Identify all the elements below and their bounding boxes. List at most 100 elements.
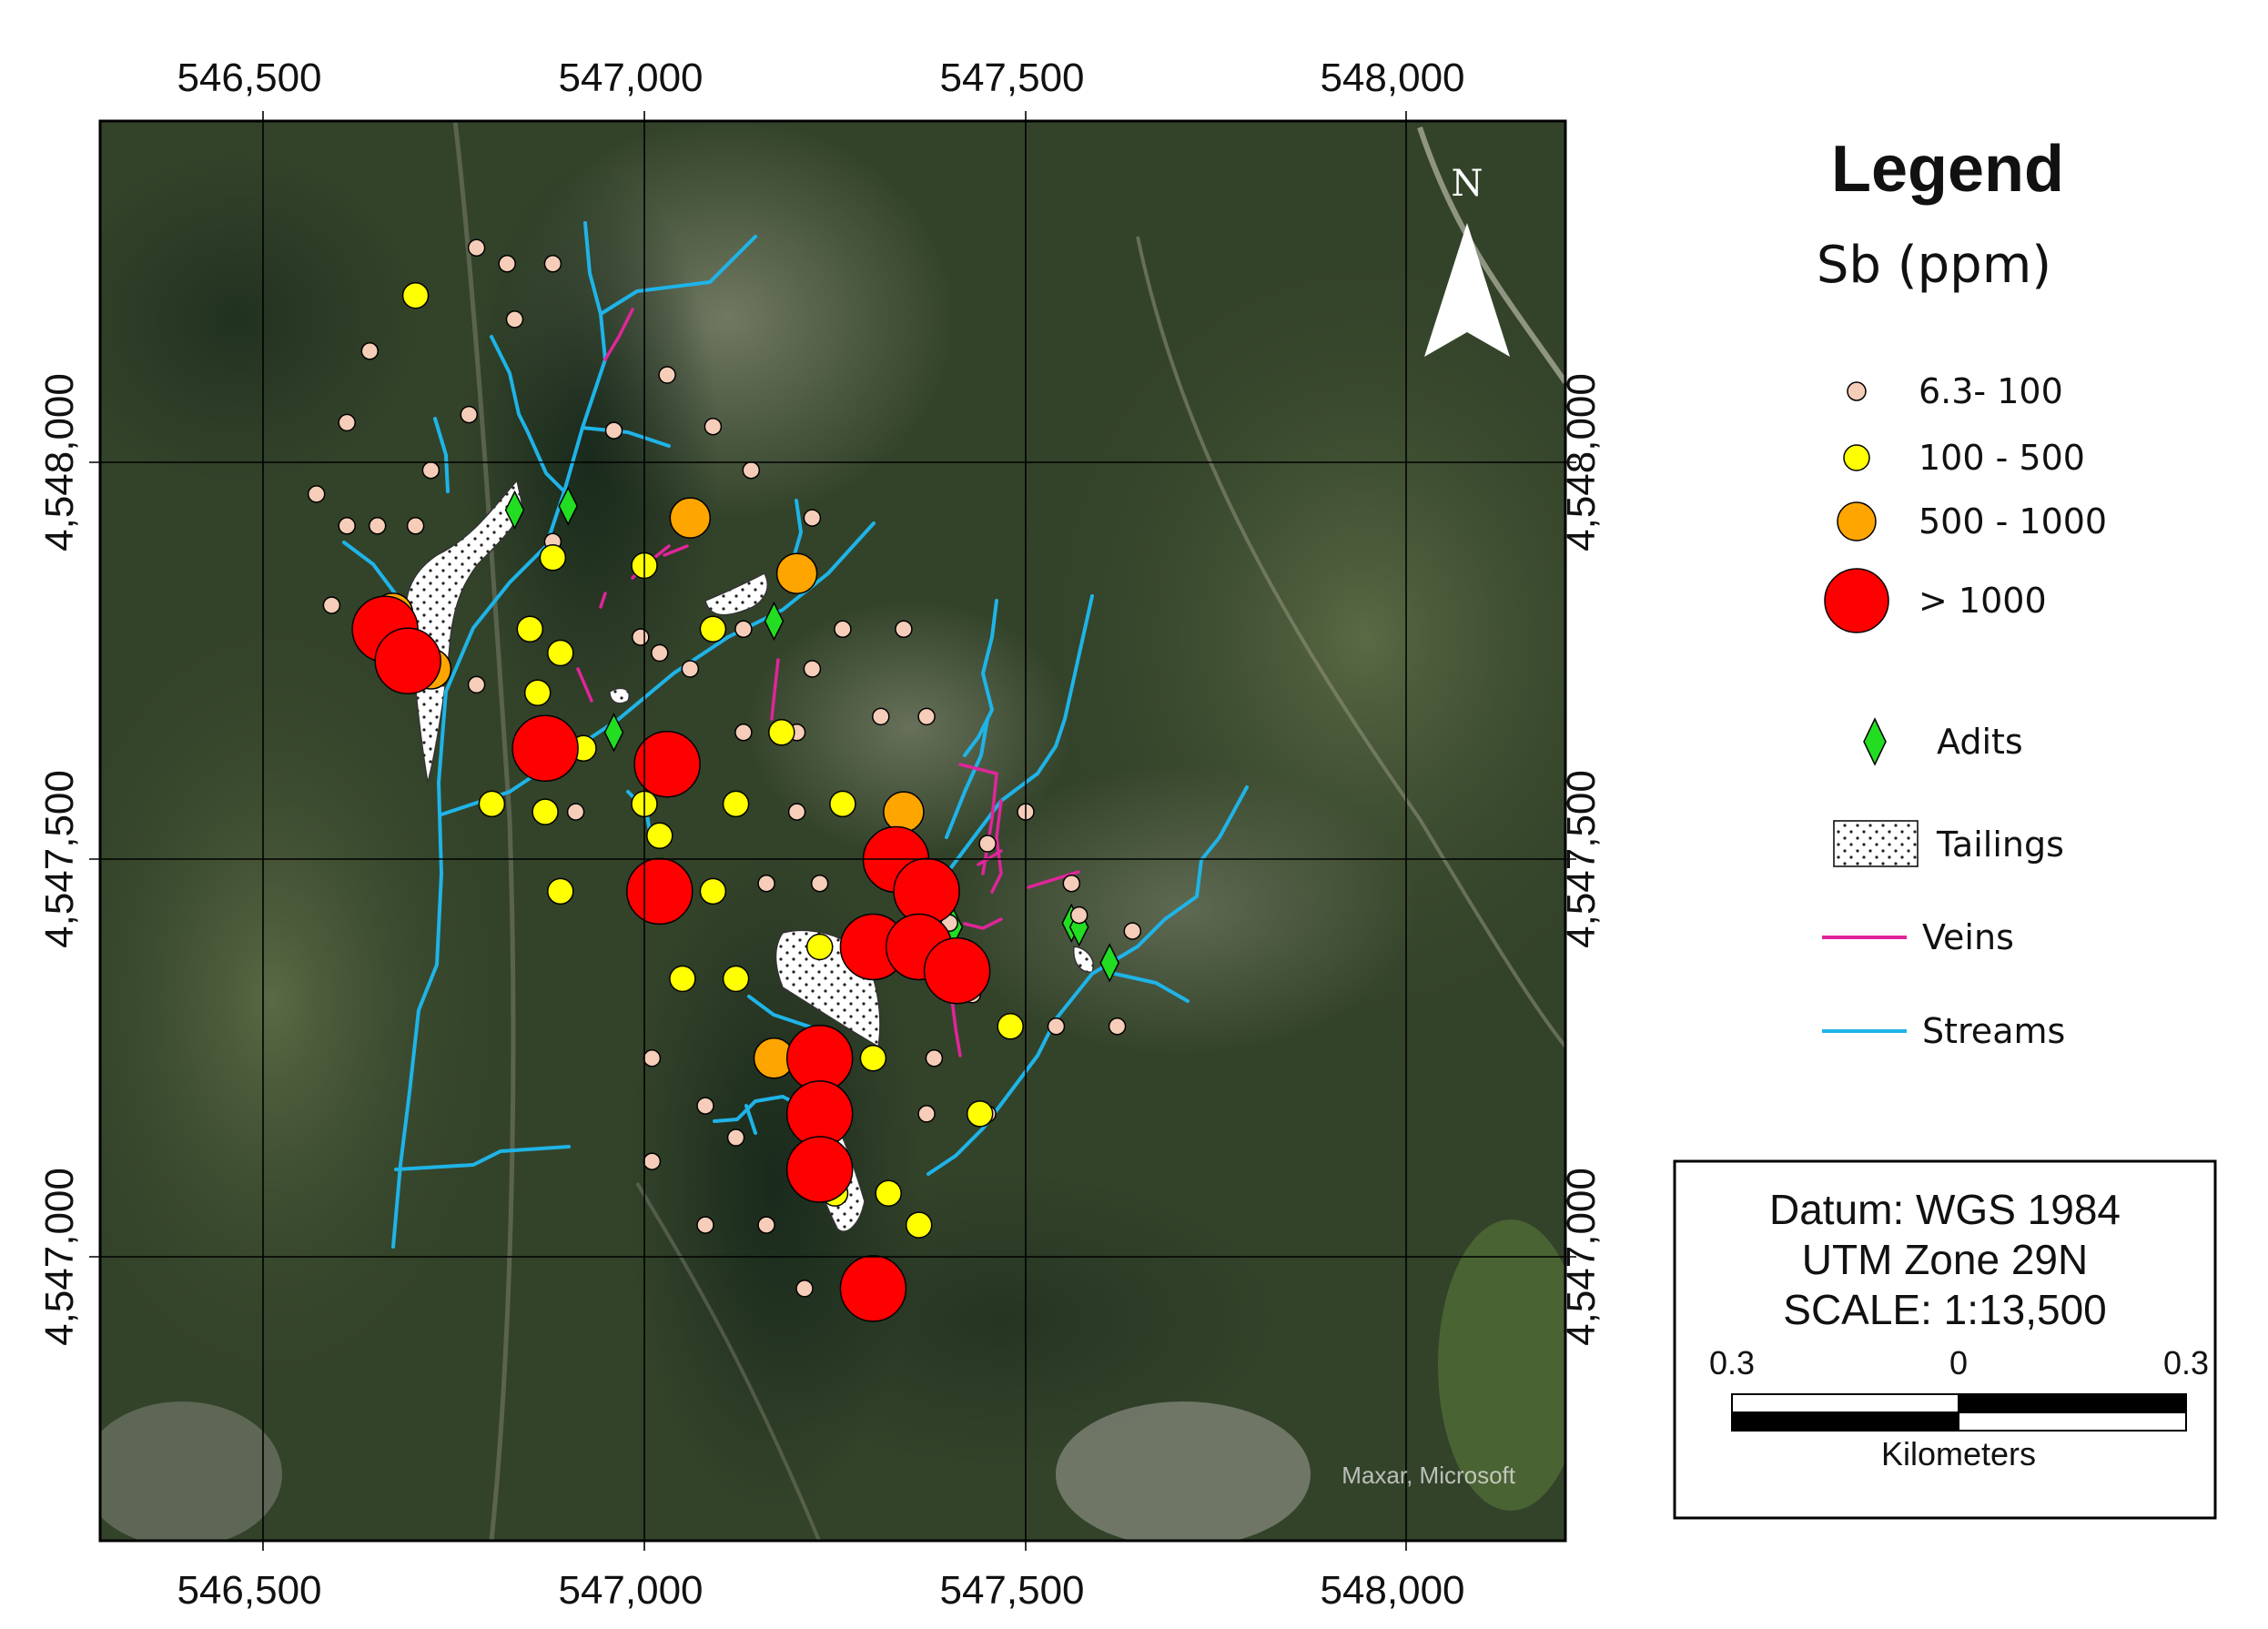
tailings-polygon xyxy=(405,479,524,784)
scale-label-center: 0 xyxy=(1949,1344,1968,1381)
stream-line xyxy=(581,426,671,448)
sample-point-class-2 xyxy=(523,679,552,706)
adit-marker xyxy=(558,486,579,526)
x-tick-label: 547,500 xyxy=(939,56,1084,100)
sample-point-class-2 xyxy=(768,719,795,746)
stream-line xyxy=(599,235,757,316)
sample-point-class-1 xyxy=(1062,874,1081,893)
adit-marker xyxy=(603,713,624,753)
sample-point-class-1 xyxy=(604,421,623,440)
sample-point-class-2 xyxy=(859,1045,887,1072)
sample-point-class-1 xyxy=(795,1280,814,1298)
sample-point-class-1 xyxy=(307,485,326,503)
adit-marker xyxy=(764,601,785,642)
sample-point-class-2 xyxy=(401,281,430,309)
sample-point-class-1 xyxy=(322,596,341,614)
sample-point-class-2 xyxy=(875,1179,902,1207)
legend-title: Legend xyxy=(1831,133,2064,206)
sample-point-class-2 xyxy=(532,798,559,825)
north-arrow-icon xyxy=(1424,223,1510,357)
sample-point-class-4 xyxy=(923,936,991,1005)
sample-point-class-1 xyxy=(467,238,486,258)
sample-point-class-1 xyxy=(643,1152,662,1170)
vein-line xyxy=(958,763,998,775)
vein-line xyxy=(576,667,593,703)
scale-label-right: 0.3 xyxy=(2163,1344,2209,1381)
north-arrow: N xyxy=(1424,163,1510,357)
scale-units: Kilometers xyxy=(1881,1435,2036,1472)
legend-label-class-2: 100 - 500 xyxy=(1919,438,2085,478)
y-tick-label: 4,547,500 xyxy=(37,770,82,948)
adit-marker xyxy=(504,490,525,531)
sample-point-class-2 xyxy=(539,544,567,572)
vein-line xyxy=(663,544,689,557)
stream-line xyxy=(490,335,566,493)
sample-point-class-2 xyxy=(547,877,574,906)
sample-point-class-1 xyxy=(734,620,753,639)
map-frame xyxy=(98,119,1567,1543)
sample-point-class-3 xyxy=(669,497,712,539)
legend-adit-icon xyxy=(1863,717,1887,766)
sample-point-class-1 xyxy=(742,460,761,480)
zone-text: UTM Zone 29N xyxy=(1802,1236,2088,1283)
stream-line xyxy=(433,417,450,493)
legend-label-class-4: > 1000 xyxy=(1919,581,2047,621)
legend-label-class-1: 6.3- 100 xyxy=(1919,371,2063,411)
sample-point-class-1 xyxy=(978,835,997,853)
stream-line xyxy=(744,1104,757,1135)
sample-point-class-1 xyxy=(917,707,936,726)
scale-label-left: 0.3 xyxy=(1709,1344,1755,1381)
sample-point-class-1 xyxy=(1047,1017,1066,1036)
sample-point-class-1 xyxy=(338,517,356,535)
sample-point-class-1 xyxy=(734,723,753,742)
sample-point-class-1 xyxy=(658,366,676,384)
stream-line xyxy=(963,599,998,757)
sample-point-class-1 xyxy=(757,874,775,893)
legend-subtitle: Sb (ppm) xyxy=(1817,236,2051,295)
stream-line xyxy=(1036,594,1094,775)
sample-point-class-1 xyxy=(810,874,829,893)
sample-point-class-1 xyxy=(872,707,890,726)
vein-line xyxy=(990,799,1003,894)
sample-point-class-4 xyxy=(633,730,701,798)
vein-line xyxy=(963,917,1003,930)
sample-point-class-1 xyxy=(566,803,585,821)
adit-marker xyxy=(1099,943,1120,983)
stream-line xyxy=(926,785,1249,1176)
sample-point-class-1 xyxy=(925,1049,944,1067)
sample-point-class-2 xyxy=(669,965,696,993)
sample-point-class-4 xyxy=(626,857,694,926)
sample-point-class-2 xyxy=(547,639,574,667)
sample-point-class-2 xyxy=(905,1211,933,1239)
sample-point-class-4 xyxy=(785,1136,854,1203)
sample-point-class-1 xyxy=(460,405,479,424)
sample-point-class-1 xyxy=(505,310,524,329)
sample-point-class-2 xyxy=(966,1100,994,1128)
vein-line xyxy=(599,592,607,609)
legend-symbol-class-1 xyxy=(1847,381,1867,401)
y-tick-labels-right: 4,548,000 4,547,500 4,547,000 xyxy=(1559,373,1604,1346)
sample-point-class-1 xyxy=(757,1216,775,1234)
legend-label-veins: Veins xyxy=(1922,917,2014,957)
sample-point-class-3 xyxy=(775,552,818,594)
sample-point-class-1 xyxy=(1108,1017,1127,1036)
stream-line xyxy=(945,717,989,839)
sample-point-class-4 xyxy=(893,857,960,926)
sample-point-class-4 xyxy=(839,1255,907,1322)
sample-point-class-1 xyxy=(803,509,822,527)
sample-point-class-1 xyxy=(726,1128,745,1147)
vein-line xyxy=(981,772,998,875)
vein-line xyxy=(977,849,1003,866)
sample-point-class-2 xyxy=(829,790,856,818)
y-tick-label: 4,547,500 xyxy=(1559,770,1604,948)
sample-point-class-1 xyxy=(696,1097,714,1115)
sample-point-class-1 xyxy=(787,803,806,821)
legend-label-adits: Adits xyxy=(1937,722,2023,762)
sample-point-class-1 xyxy=(651,643,669,663)
stream-line xyxy=(391,221,607,1249)
sample-point-class-2 xyxy=(722,790,750,818)
sample-point-class-2 xyxy=(699,615,727,643)
tailings-polygon xyxy=(609,687,630,704)
north-label: N xyxy=(1452,163,1483,205)
vein-line xyxy=(603,308,634,361)
